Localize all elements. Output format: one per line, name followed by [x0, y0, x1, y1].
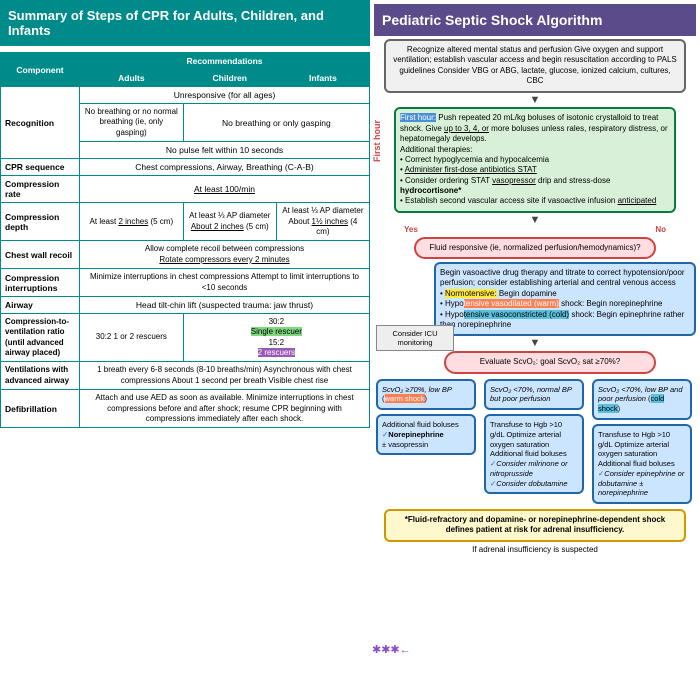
th-comp: Component: [1, 53, 80, 87]
th-a: Adults: [80, 70, 184, 87]
th-c: Children: [183, 70, 276, 87]
star-anno: ✱✱✱←: [372, 643, 411, 656]
c2-head: ScvO₂ <70%, normal BP but poor perfusion: [484, 379, 584, 411]
adrenal-line: If adrenal insufficiency is suspected: [374, 545, 696, 554]
row-recog: Recognition: [1, 87, 80, 159]
box-q1: Fluid responsive (ie, normalized perfusi…: [414, 237, 656, 259]
c1-head: ScvO₂ ≥70%, low BP (warm shock): [376, 379, 476, 411]
th-rec: Recommendations: [80, 53, 370, 70]
box-icu: Consider ICU monitoring: [376, 325, 454, 351]
c2-body: Transfuse to Hgb >10 g/dL Optimize arter…: [484, 414, 584, 494]
box-tx: First hour: Push repeated 20 mL/kg bolus…: [394, 107, 676, 213]
c3-body: Transfuse to Hgb >10 g/dL Optimize arter…: [592, 424, 692, 504]
box-q2: Evaluate ScvO₂: goal ScvO₂ sat ≥70%?: [444, 351, 656, 373]
cpr-table: ComponentRecommendations AdultsChildrenI…: [0, 52, 370, 428]
row-3cols: ScvO₂ ≥70%, low BP (warm shock) Addition…: [374, 377, 696, 507]
box-vaso: Begin vasoactive drug therapy and titrat…: [434, 262, 696, 336]
left-title: Summary of Steps of CPR for Adults, Chil…: [0, 0, 370, 46]
right-title: Pediatric Septic Shock Algorithm: [374, 4, 696, 36]
box-start: Recognize altered mental status and perf…: [384, 39, 686, 93]
c3-head: ScvO₂ <70%, low BP and poor perfusion (c…: [592, 379, 692, 420]
box-warn: *Fluid-refractory and dopamine- or norep…: [384, 509, 686, 542]
c1-body: Additional fluid boluses✓Norepinephrine±…: [376, 414, 476, 455]
th-i: Infants: [276, 70, 369, 87]
first-hour-label: First hour: [372, 120, 382, 162]
